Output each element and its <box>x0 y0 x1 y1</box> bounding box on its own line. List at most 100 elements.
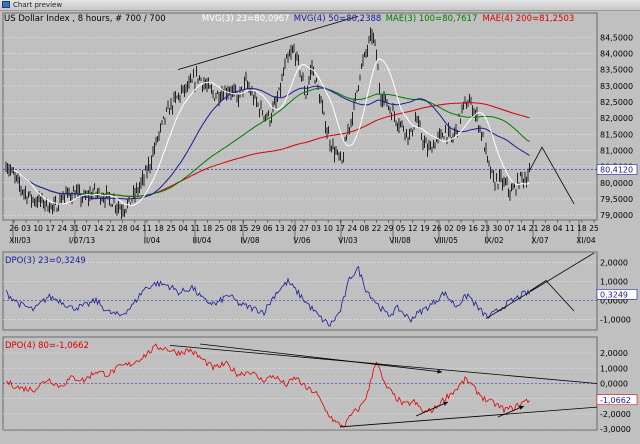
dpo4-y-tick-label: 0,0000 <box>600 380 628 389</box>
dpo4-y-tick-label: -3,0000 <box>600 425 631 434</box>
dpo3-panel-frame <box>2 251 598 331</box>
price-x-tick-label: 08 <box>360 224 370 233</box>
dpo3-y-tick-label: 0,0000 <box>600 297 628 306</box>
price-current-value: 80,4120 <box>600 165 633 174</box>
price-x-tick-label: 16 <box>468 224 478 233</box>
price-period-label: VI/03 <box>338 236 358 245</box>
dpo3-y-tick-label: 1,0000 <box>600 277 628 286</box>
price-x-tick-label: 17 <box>335 224 345 233</box>
price-period-label: VII/08 <box>389 236 411 245</box>
dpo4-current-box <box>596 394 638 406</box>
price-x-tick-label: 25 <box>166 224 176 233</box>
price-x-tick-label: 29 <box>251 224 261 233</box>
price-y-tick-label: 84,5000 <box>600 33 633 42</box>
dpo4-current-value: -1,0662 <box>600 396 631 405</box>
price-y-tick-label: 82,5000 <box>600 98 633 107</box>
price-x-tick-label: 27 <box>299 224 309 233</box>
price-x-tick-label: 06 <box>263 224 273 233</box>
price-x-tick-label: 14 <box>517 224 527 233</box>
price-x-tick-label: 26 <box>9 224 19 233</box>
mvg4-line <box>20 85 530 200</box>
price-period-label: IV/08 <box>240 236 260 245</box>
price-y-tick-label: 83,0000 <box>600 82 633 91</box>
dpo4-arrow-lower-left <box>415 401 449 417</box>
price-bars <box>5 27 530 220</box>
price-x-tick-label: 03 <box>21 224 31 233</box>
price-panel-frame <box>2 12 598 221</box>
price-x-tick-label: 04 <box>553 224 563 233</box>
dpo4-arrow-lower-right <box>497 405 525 418</box>
price-x-tick-label: 29 <box>384 224 394 233</box>
price-x-tick-label: 25 <box>215 224 225 233</box>
price-x-tick-label: 22 <box>372 224 382 233</box>
dpo4-line <box>5 343 530 428</box>
dpo3-title: DPO(3) 23=0,3249 <box>5 256 86 266</box>
dpo3-line <box>5 265 530 327</box>
price-period-label: X/07 <box>531 236 548 245</box>
price-period-label: III/04 <box>193 236 212 245</box>
price-x-tick-label: 20 <box>287 224 297 233</box>
price-x-tick-label: 28 <box>118 224 128 233</box>
price-x-tick-label: 24 <box>348 224 358 233</box>
dpo3-projection <box>529 280 575 312</box>
price-x-tick-label: 11 <box>142 224 152 233</box>
dpo4-arrow-upper <box>199 343 443 373</box>
price-x-tick-label: 10 <box>33 224 43 233</box>
dpo4-arrow-lower-left-head <box>443 401 448 406</box>
price-x-tick-label: 25 <box>589 224 599 233</box>
dpo4-y-tick-label: 2,0000 <box>600 349 628 358</box>
dpo3-y-tick-label: 2,0000 <box>600 258 628 267</box>
price-x-tick-label: 07 <box>82 224 92 233</box>
dpo4-arrow-lower-right-head <box>519 405 524 410</box>
dpo4-panel: 2,00001,00000,0000-1,0000-2,0000-3,0000-… <box>2 336 638 434</box>
price-x-tick-label: 17 <box>45 224 55 233</box>
price-x-tick-label: 11 <box>190 224 200 233</box>
mvg3-line <box>13 58 530 207</box>
price-period-label: I/07/13 <box>69 236 96 245</box>
price-panel: 84,5000 84,0000 83,5000 83,0000 82,5000 82,00… <box>2 12 638 245</box>
price-x-tick-label: 07 <box>505 224 515 233</box>
price-x-tick-label: 21 <box>106 224 116 233</box>
dpo4-y-tick-label: -2,0000 <box>600 410 631 419</box>
price-y-tick-label: 81,5000 <box>600 130 633 139</box>
price-x-tick-label: 18 <box>577 224 587 233</box>
dpo3-y-tick-label: -1,0000 <box>600 316 631 325</box>
dpo3-panel: 2,0000 1,0000 0,0000 -1,0000 0,3249 DPO(3) 23… <box>2 251 638 331</box>
price-period-label: V/06 <box>293 236 310 245</box>
price-x-tick-label: 10 <box>323 224 333 233</box>
price-period-label: VIII/05 <box>434 236 458 245</box>
mae3-line <box>35 87 530 197</box>
window-titlebar: Chart preview <box>0 0 640 11</box>
dpo4-arrow-upper-head <box>437 369 442 374</box>
price-period-label: XII/03 <box>9 236 31 245</box>
price-x-tick-label: 24 <box>58 224 68 233</box>
price-x-tick-label: 08 <box>227 224 237 233</box>
price-x-tick-label: 05 <box>396 224 406 233</box>
window-icon <box>2 1 10 8</box>
price-x-tick-label: 19 <box>420 224 430 233</box>
price-x-tick-label: 04 <box>178 224 188 233</box>
price-y-tick-label: 84,0000 <box>600 49 633 58</box>
price-x-tick-label: 03 <box>311 224 321 233</box>
price-header-label: MAE(4) 200=81,2503 <box>483 14 575 24</box>
price-y-tick-label: 81,0000 <box>600 146 633 155</box>
price-x-tick-label: 13 <box>275 224 285 233</box>
price-header-label: MAE(3) 100=80,7617 <box>386 14 478 24</box>
price-current-box <box>596 164 638 175</box>
price-x-tick-label: 11 <box>565 224 575 233</box>
dpo3-current-box <box>596 289 638 300</box>
price-x-tick-label: 31 <box>70 224 80 233</box>
price-y-tick-label: 83,5000 <box>600 66 633 75</box>
price-y-tick-label: 82,0000 <box>600 114 633 123</box>
price-y-tick-label: 79,0000 <box>600 211 633 220</box>
window-title: Chart preview <box>13 1 63 9</box>
dpo3-current-value: 0,3249 <box>600 290 628 299</box>
price-x-tick-label: 15 <box>239 224 249 233</box>
price-x-tick-label: 09 <box>456 224 466 233</box>
price-x-tick-label: 30 <box>493 224 503 233</box>
price-header-label: MVG(3) 23=80,0967 <box>202 14 290 24</box>
price-y-tick-label: 80,0000 <box>600 179 633 188</box>
price-header-label: MVG(4) 50=80,2388 <box>294 14 382 24</box>
